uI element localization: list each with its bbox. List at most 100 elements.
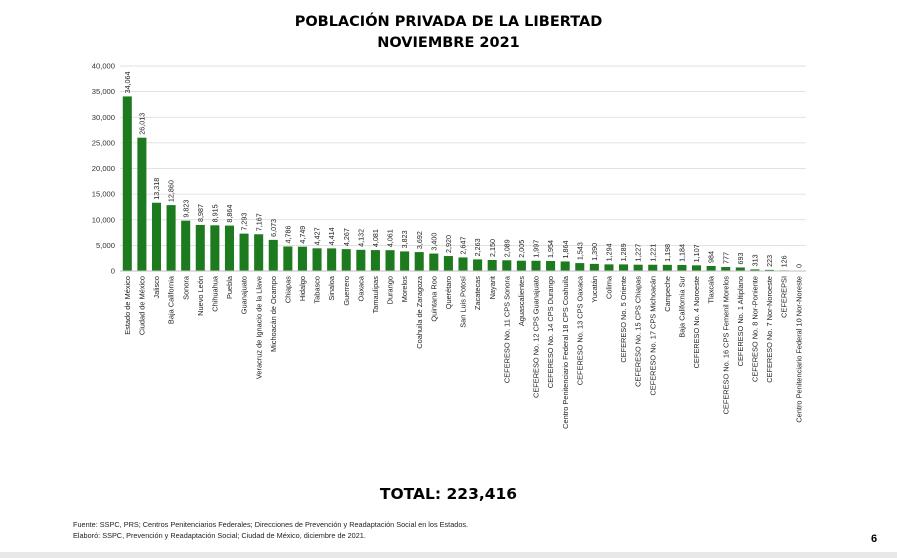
y-axis-tick-labels: 0 5,000 10,000 15,000 20,000 25,000 30,000 35,0… bbox=[92, 62, 115, 276]
source-note: Fuente: SSPC, PRS; Centros Penitenciario… bbox=[73, 520, 469, 529]
bar bbox=[735, 267, 745, 271]
category-label: CEFERESO No. 1 Altiplano bbox=[736, 276, 745, 366]
data-label: 4,749 bbox=[298, 226, 307, 244]
data-label: 8,987 bbox=[196, 204, 205, 222]
data-label: 2,005 bbox=[517, 240, 526, 258]
category-label: CEFEREPSI bbox=[780, 276, 789, 318]
data-label: 34,064 bbox=[123, 71, 132, 93]
y-tick-label: 35,000 bbox=[92, 87, 115, 96]
chart-title-line-2: NOVIEMBRE 2021 bbox=[377, 35, 520, 51]
category-label: Querétaro bbox=[444, 276, 453, 309]
data-label: 1,997 bbox=[532, 240, 541, 258]
category-label: CEFERESO No. 11 CPS Sonora bbox=[502, 275, 511, 383]
bar bbox=[137, 137, 147, 271]
bar bbox=[151, 202, 162, 271]
category-label: Colima bbox=[605, 275, 614, 299]
category-label: Sonora bbox=[181, 275, 190, 300]
bar bbox=[721, 267, 731, 271]
chart-title: POBLACIÓN PRIVADA DE LA LIBERTAD NOVIEMB… bbox=[0, 12, 897, 54]
category-label: Aguascalientes bbox=[517, 276, 526, 326]
total-population: TOTAL: 223,416 bbox=[379, 485, 518, 503]
footer-notes: Fuente: SSPC, PRS; Centros Penitenciario… bbox=[73, 519, 468, 541]
category-label: Guanajuato bbox=[240, 276, 249, 314]
data-label: 1,184 bbox=[678, 244, 687, 262]
data-label: 4,061 bbox=[386, 229, 395, 247]
bar bbox=[341, 249, 351, 271]
bar bbox=[312, 248, 322, 271]
y-tick-label: 0 bbox=[111, 267, 115, 276]
data-label: 3,823 bbox=[400, 230, 409, 248]
bar bbox=[224, 225, 234, 271]
category-label: Chihuahua bbox=[210, 275, 219, 312]
bar bbox=[473, 259, 483, 271]
data-label: 1,221 bbox=[648, 244, 657, 262]
data-label: 2,089 bbox=[502, 239, 511, 257]
data-label: 1,294 bbox=[605, 243, 614, 261]
bar bbox=[122, 96, 132, 271]
data-label: 3,692 bbox=[415, 231, 424, 249]
data-label: 777 bbox=[721, 252, 730, 264]
bar bbox=[385, 250, 395, 271]
category-label: San Luis Potosí bbox=[459, 275, 468, 328]
bar bbox=[677, 264, 687, 271]
bar bbox=[764, 269, 775, 271]
data-label: 2,920 bbox=[444, 235, 453, 253]
category-label: Tabasco bbox=[313, 276, 322, 304]
bar bbox=[181, 220, 191, 271]
category-label: Yucatán bbox=[590, 276, 599, 303]
category-label: Baja California Sur bbox=[678, 275, 687, 337]
y-tick-label: 20,000 bbox=[92, 164, 115, 173]
y-tick-label: 15,000 bbox=[92, 190, 115, 199]
bar bbox=[414, 252, 424, 271]
category-label: CEFERESO No. 14 CPS Durango bbox=[546, 276, 555, 388]
category-label: Hidalgo bbox=[298, 276, 307, 301]
category-label: Durango bbox=[386, 276, 395, 304]
data-label: 4,132 bbox=[356, 229, 365, 247]
bar bbox=[706, 265, 716, 271]
bar bbox=[750, 269, 760, 271]
bar bbox=[619, 264, 629, 271]
data-label: 693 bbox=[736, 252, 745, 264]
category-label: Centro Penitenciario Federal 10 Nor-Nore… bbox=[794, 276, 803, 423]
data-labels: 34,064 26,013 13,318 12,860 9,823 8,987 8,915 8… bbox=[123, 71, 803, 268]
category-label: CEFERESO No. 17 CPS Michoacán bbox=[648, 276, 657, 396]
data-label: 313 bbox=[751, 254, 760, 266]
category-label: Tamaulipas bbox=[371, 276, 380, 314]
bar bbox=[429, 253, 439, 271]
chart-title-line-1: POBLACIÓN PRIVADA DE LA LIBERTAD bbox=[294, 14, 603, 30]
category-label: Tlaxcala bbox=[707, 275, 716, 303]
bar bbox=[283, 246, 293, 271]
bottom-strip bbox=[0, 552, 897, 558]
category-label: Morelos bbox=[400, 276, 409, 303]
data-label: 1,543 bbox=[575, 242, 584, 260]
bar bbox=[604, 264, 614, 271]
category-label: CEFERESO No. 8 Nor-Poniente bbox=[751, 276, 760, 382]
bar bbox=[400, 251, 410, 271]
bar bbox=[692, 265, 702, 271]
category-label: Oaxaca bbox=[356, 275, 365, 301]
bar bbox=[487, 259, 497, 271]
bar bbox=[268, 239, 278, 271]
data-label: 0 bbox=[794, 264, 803, 268]
bar bbox=[195, 224, 205, 271]
bar bbox=[531, 260, 541, 271]
bar bbox=[560, 261, 570, 271]
category-label: Centro Penitenciario Federal 18 CPS Coah… bbox=[561, 275, 570, 429]
bar bbox=[648, 264, 658, 271]
bar bbox=[327, 248, 337, 271]
category-label: Nayarit bbox=[488, 276, 497, 299]
category-label: Jalisco bbox=[152, 276, 161, 299]
bars bbox=[122, 96, 789, 271]
bar bbox=[210, 225, 220, 271]
population-bar-chart: 0 5,000 10,000 15,000 20,000 25,000 30,000 35,0… bbox=[92, 62, 806, 429]
data-label: 1,107 bbox=[692, 244, 701, 262]
category-labels: Estado de México Ciudad de México Jalisco B… bbox=[123, 275, 803, 429]
data-label: 1,390 bbox=[590, 243, 599, 261]
bar bbox=[297, 246, 307, 271]
category-label: Puebla bbox=[225, 275, 234, 299]
category-label: CEFERESO No. 12 CPS Guanajuato bbox=[532, 276, 541, 398]
category-label: Michoacán de Ocampo bbox=[269, 276, 278, 352]
data-label: 2,647 bbox=[459, 236, 468, 254]
data-label: 8,864 bbox=[225, 205, 234, 223]
data-label: 1,198 bbox=[663, 244, 672, 262]
